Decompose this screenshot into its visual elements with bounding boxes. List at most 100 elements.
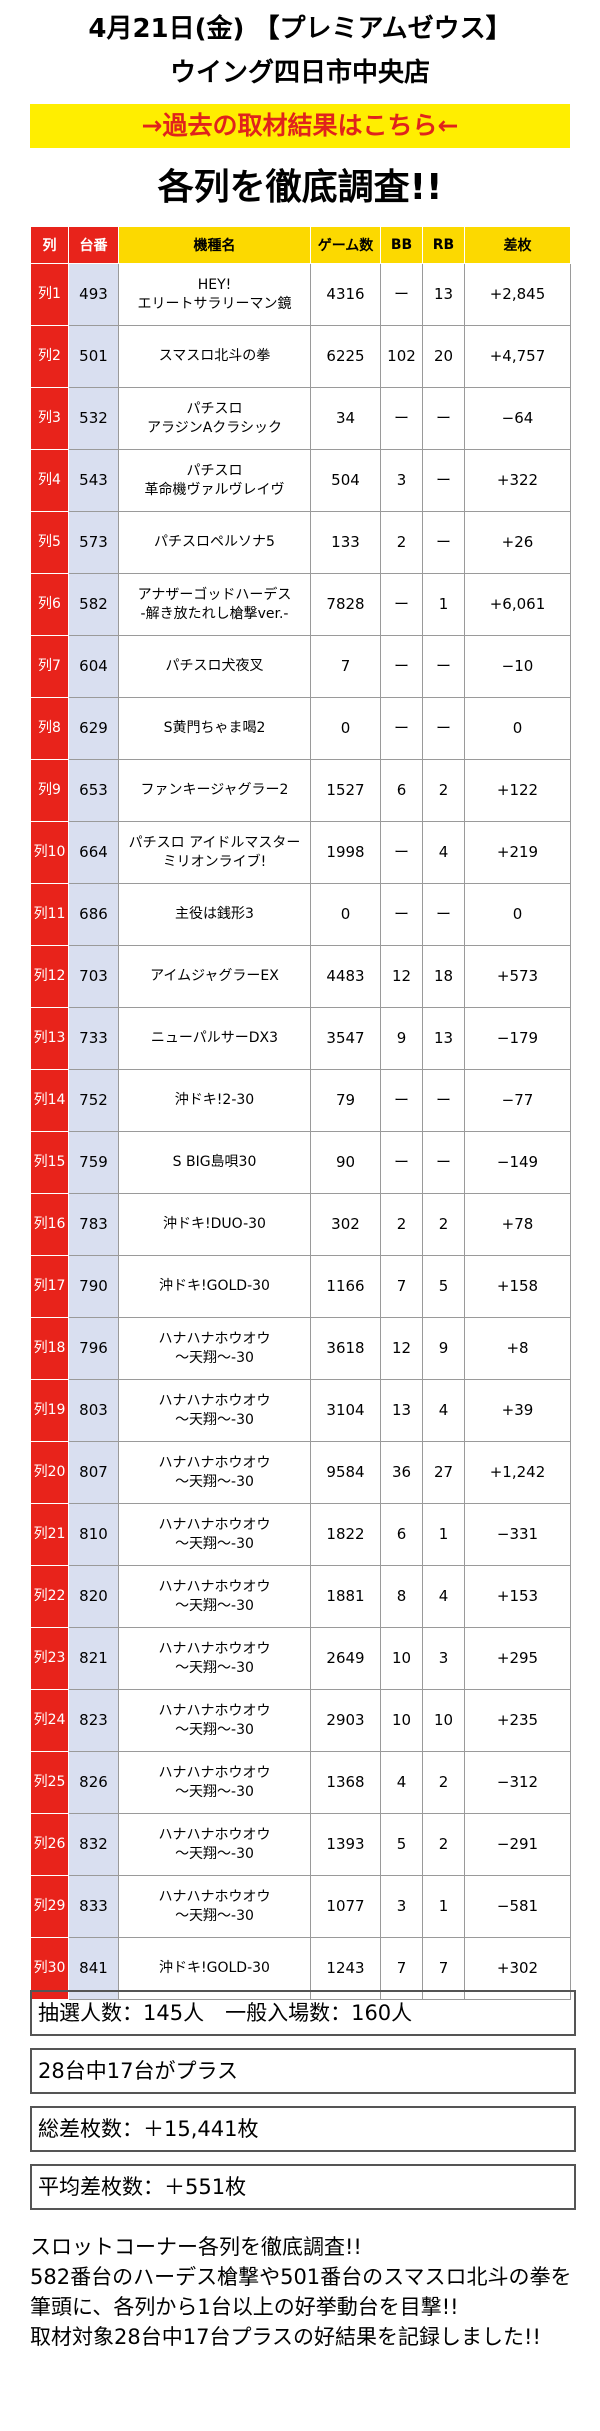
machine-name-line: 〜天翔〜-30 — [175, 1411, 254, 1428]
col-header-rb: RB — [422, 226, 465, 264]
cell-diff: +153 — [464, 1565, 571, 1628]
machine-name-line: 沖ドキ!DUO-30 — [163, 1216, 266, 1232]
cell-rb: ー — [422, 697, 465, 760]
cell-dai: 733 — [68, 1007, 119, 1070]
cell-diff: +26 — [464, 511, 571, 574]
store-name: ウイング四日市中央店 — [169, 58, 430, 88]
cell-dai: 790 — [68, 1255, 119, 1318]
table-row: 列13 733 ニューパルサーDX3 3547 9 13 −179 — [30, 1007, 571, 1070]
total-diff-stat: 総差枚数：＋15,441枚 — [30, 2106, 576, 2152]
machine-name-line: ハナハナホウオウ — [158, 1578, 271, 1595]
cell-dai: 532 — [68, 387, 119, 450]
cell-retsu: 列1 — [30, 263, 69, 326]
cell-bb: 12 — [380, 945, 423, 1008]
cell-bb: 13 — [380, 1379, 423, 1442]
machine-name-line: ハナハナホウオウ — [158, 1516, 271, 1533]
cell-retsu: 列19 — [30, 1379, 69, 1442]
past-results-link[interactable]: →過去の取材結果はこちら← — [30, 104, 570, 148]
cell-retsu: 列26 — [30, 1813, 69, 1876]
machine-name-line: S黄門ちゃま喝2 — [163, 720, 266, 736]
cell-dai: 582 — [68, 573, 119, 636]
cell-games: 1881 — [310, 1565, 381, 1628]
table-row: 列25 826 ハナハナホウオウ 〜天翔〜-30 1368 4 2 −312 — [30, 1751, 571, 1814]
cell-diff: +302 — [464, 1937, 571, 2000]
cell-rb: 1 — [422, 1875, 465, 1938]
cell-rb: ー — [422, 1131, 465, 1194]
cell-retsu: 列6 — [30, 573, 69, 636]
table-row: 列8 629 S黄門ちゃま喝2 0 ーー 0 — [30, 697, 571, 760]
cell-games: 1393 — [310, 1813, 381, 1876]
table-row: 列3 532 パチスロ アラジンAクラシック 34 ーー −64 — [30, 387, 571, 450]
summary-line: 取材対象28台中17台プラスの好結果を記録しました!! — [30, 2325, 541, 2349]
cell-dai: 820 — [68, 1565, 119, 1628]
cell-retsu: 列17 — [30, 1255, 69, 1318]
machine-name-line: 沖ドキ!GOLD-30 — [159, 1960, 270, 1976]
avg-diff-stat: 平均差枚数：＋551枚 — [30, 2164, 576, 2210]
table-row: 列9 653 ファンキージャグラー2 1527 6 2 +122 — [30, 759, 571, 822]
cell-rb: ー — [422, 449, 465, 512]
cell-diff: +1,242 — [464, 1441, 571, 1504]
cell-games: 90 — [310, 1131, 381, 1194]
cell-bb: 3 — [380, 1875, 423, 1938]
plus-count-stat: 28台中17台がプラス — [30, 2048, 576, 2094]
cell-machine: ハナハナホウオウ 〜天翔〜-30 — [118, 1689, 311, 1752]
cell-retsu: 列8 — [30, 697, 69, 760]
table-row: 列20 807 ハナハナホウオウ 〜天翔〜-30 9584 36 27 +1,242 — [30, 1441, 571, 1504]
cell-dai: 629 — [68, 697, 119, 760]
section-title: 各列を徹底調査!! — [157, 167, 443, 208]
table-row: 列26 832 ハナハナホウオウ 〜天翔〜-30 1393 5 2 −291 — [30, 1813, 571, 1876]
cell-dai: 826 — [68, 1751, 119, 1814]
cell-games: 6225 — [310, 325, 381, 388]
cell-rb: 9 — [422, 1317, 465, 1380]
cell-games: 504 — [310, 449, 381, 512]
cell-rb: 5 — [422, 1255, 465, 1318]
cell-dai: 807 — [68, 1441, 119, 1504]
cell-rb: 2 — [422, 759, 465, 822]
cell-dai: 810 — [68, 1503, 119, 1566]
cell-diff: 0 — [464, 883, 571, 946]
machine-name-line: ハナハナホウオウ — [158, 1330, 271, 1347]
cell-machine: ハナハナホウオウ 〜天翔〜-30 — [118, 1317, 311, 1380]
cell-retsu: 列11 — [30, 883, 69, 946]
col-header-retsu: 列 — [30, 226, 69, 264]
cell-machine: ハナハナホウオウ 〜天翔〜-30 — [118, 1751, 311, 1814]
cell-dai: 821 — [68, 1627, 119, 1690]
cell-retsu: 列2 — [30, 325, 69, 388]
machine-name-line: 〜天翔〜-30 — [175, 1473, 254, 1490]
cell-games: 1166 — [310, 1255, 381, 1318]
table-row: 列10 664 パチスロ アイドルマスター ミリオンライブ! 1998 ー 4 +219 — [30, 821, 571, 884]
cell-rb: ー — [422, 883, 465, 946]
cell-dai: 823 — [68, 1689, 119, 1752]
cell-machine: スマスロ北斗の拳 — [118, 325, 311, 388]
cell-machine: ハナハナホウオウ 〜天翔〜-30 — [118, 1441, 311, 1504]
results-table: 列 台番 機種名 ゲーム数 BB RB 差枚 列1 493 HEY! エリートサラリー… — [30, 226, 571, 2000]
cell-bb: 2 — [380, 1193, 423, 1256]
cell-machine: 沖ドキ!GOLD-30 — [118, 1255, 311, 1318]
cell-games: 4483 — [310, 945, 381, 1008]
cell-diff: −77 — [464, 1069, 571, 1132]
cell-games: 0 — [310, 697, 381, 760]
table-row: 列2 501 スマスロ北斗の拳 6225 102 20 +4,757 — [30, 325, 571, 388]
cell-rb: 20 — [422, 325, 465, 388]
cell-retsu: 列22 — [30, 1565, 69, 1628]
cell-games: 3547 — [310, 1007, 381, 1070]
cell-games: 2649 — [310, 1627, 381, 1690]
table-row: 列5 573 パチスロペルソナ5 133 2 ー +26 — [30, 511, 571, 574]
cell-diff: +6,061 — [464, 573, 571, 636]
cell-rb: 4 — [422, 821, 465, 884]
col-header-machine: 機種名 — [118, 226, 311, 264]
machine-name-line: 〜天翔〜-30 — [175, 1597, 254, 1614]
cell-bb: 5 — [380, 1813, 423, 1876]
cell-bb: 102 — [380, 325, 423, 388]
machine-name-line: ハナハナホウオウ — [158, 1392, 271, 1409]
table-row: 列14 752 沖ドキ!2-30 79 ーー −77 — [30, 1069, 571, 1132]
machine-name-line: 〜天翔〜-30 — [175, 1721, 254, 1738]
cell-retsu: 列14 — [30, 1069, 69, 1132]
cell-retsu: 列29 — [30, 1875, 69, 1938]
table-row: 列11 686 主役は銭形3 0 ーー 0 — [30, 883, 571, 946]
cell-dai: 604 — [68, 635, 119, 698]
table-row: 列1 493 HEY! エリートサラリーマン鏡 4316 ー 13 +2,845 — [30, 263, 571, 326]
machine-name-line: アラジンAクラシック — [146, 419, 283, 436]
cell-diff: −291 — [464, 1813, 571, 1876]
cell-games: 7828 — [310, 573, 381, 636]
